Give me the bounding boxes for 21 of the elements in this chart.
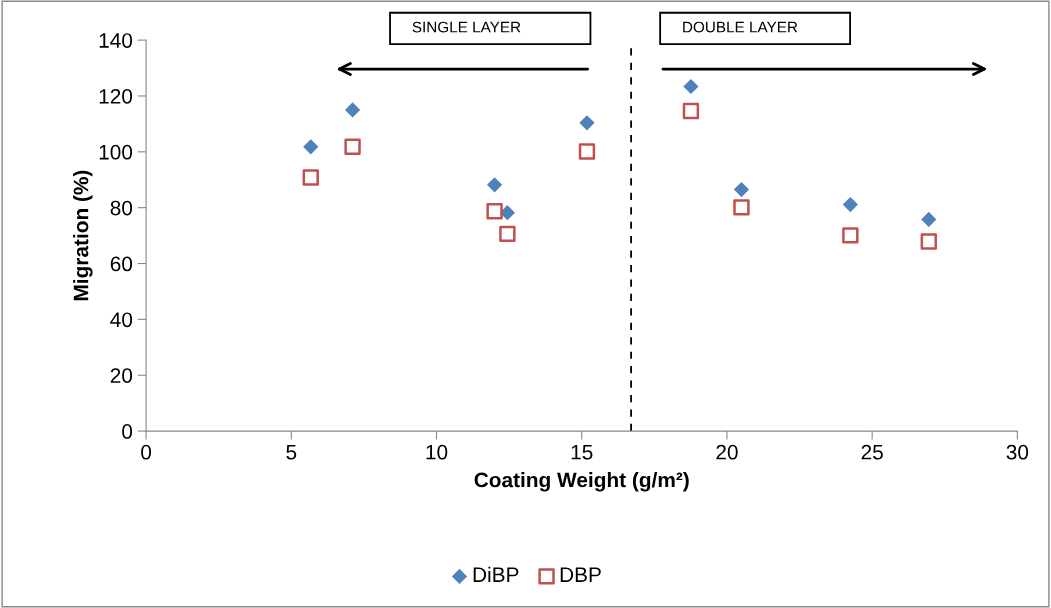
- x-tick-label: 15: [571, 445, 593, 460]
- y-tick-label: 0: [122, 424, 133, 439]
- y-tick-label: 100: [99, 144, 133, 160]
- x-tick-label: 20: [716, 444, 738, 460]
- y-axis-title: Migration (%): [73, 170, 93, 301]
- text: DOUBLE LAYER: [683, 21, 798, 33]
- y-tick-label: 40: [110, 312, 133, 328]
- y-tick-label: 140: [99, 33, 133, 48]
- legend-label: DBP: [560, 567, 601, 582]
- x-tick-label: 25: [861, 444, 883, 460]
- y-tick-label: 120: [99, 88, 133, 104]
- text: SINGLE LAYER: [412, 21, 521, 33]
- x-axis-title: Coating Weight (g/m²): [474, 472, 689, 492]
- x-tick-label: 5: [286, 445, 297, 460]
- x-tick-label: 10: [426, 444, 448, 460]
- legend-label: DiBP: [473, 566, 519, 582]
- x-tick-label: 30: [1006, 444, 1029, 460]
- y-tick-label: 20: [110, 368, 133, 383]
- y-tick-label: 80: [110, 200, 133, 216]
- y-tick-label: 60: [110, 256, 133, 272]
- x-tick-label: 0: [141, 444, 152, 460]
